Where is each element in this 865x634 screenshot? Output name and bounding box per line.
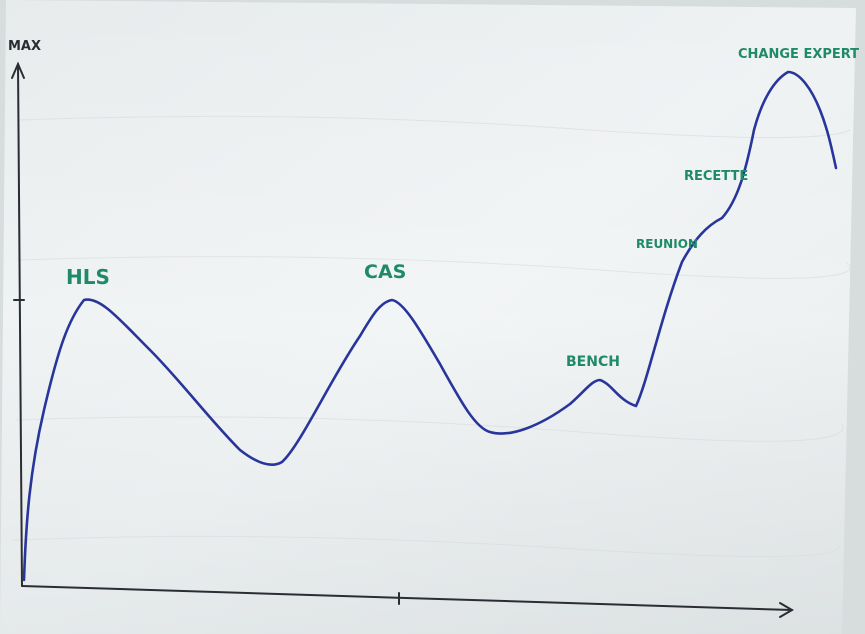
label-cas: CAS xyxy=(364,261,406,283)
label-reunion: REUNION xyxy=(636,237,698,251)
y-axis-arrow xyxy=(11,61,25,79)
y-axis xyxy=(17,63,23,587)
x-axis-arrow xyxy=(779,602,794,618)
label-hls: HLS xyxy=(66,265,110,289)
label-bench: BENCH xyxy=(566,354,620,370)
paper-wrinkles xyxy=(11,115,851,557)
axes xyxy=(11,61,794,618)
x-axis xyxy=(21,585,793,611)
y-axis-label: MAX xyxy=(8,39,41,54)
label-recette: RECETTE xyxy=(684,169,748,184)
label-change-expert: CHANGE EXPERT xyxy=(738,47,859,62)
curve-line xyxy=(22,70,838,582)
